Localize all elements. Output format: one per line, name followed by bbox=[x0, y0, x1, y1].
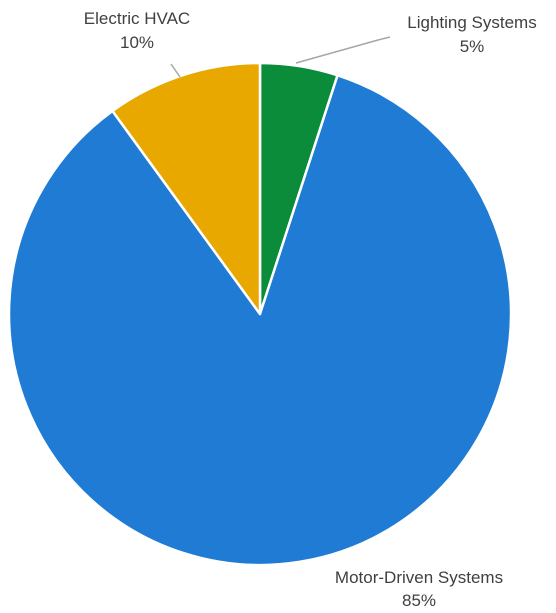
slice-label-electric-hvac: Electric HVAC bbox=[84, 9, 190, 28]
pie-slices bbox=[7, 61, 513, 567]
leader-line-electric-hvac bbox=[170, 63, 181, 78]
data-label-motor-driven-systems: Motor-Driven Systems 85% bbox=[335, 568, 503, 610]
pie-slice-electric-hvac bbox=[111, 61, 262, 316]
slice-value-motor-driven-systems: 85% bbox=[402, 591, 436, 610]
slice-label-lighting-systems: Lighting Systems bbox=[407, 13, 536, 32]
leader-lines bbox=[170, 36, 391, 78]
leader-line-lighting-systems bbox=[295, 36, 391, 64]
slice-value-lighting-systems: 5% bbox=[460, 37, 485, 56]
pie-slice-motor-driven-systems bbox=[7, 74, 513, 567]
data-label-lighting-systems: Lighting Systems 5% bbox=[407, 13, 536, 56]
data-label-electric-hvac: Electric HVAC 10% bbox=[84, 9, 190, 52]
slice-label-motor-driven-systems: Motor-Driven Systems bbox=[335, 568, 503, 587]
slice-value-electric-hvac: 10% bbox=[120, 33, 154, 52]
